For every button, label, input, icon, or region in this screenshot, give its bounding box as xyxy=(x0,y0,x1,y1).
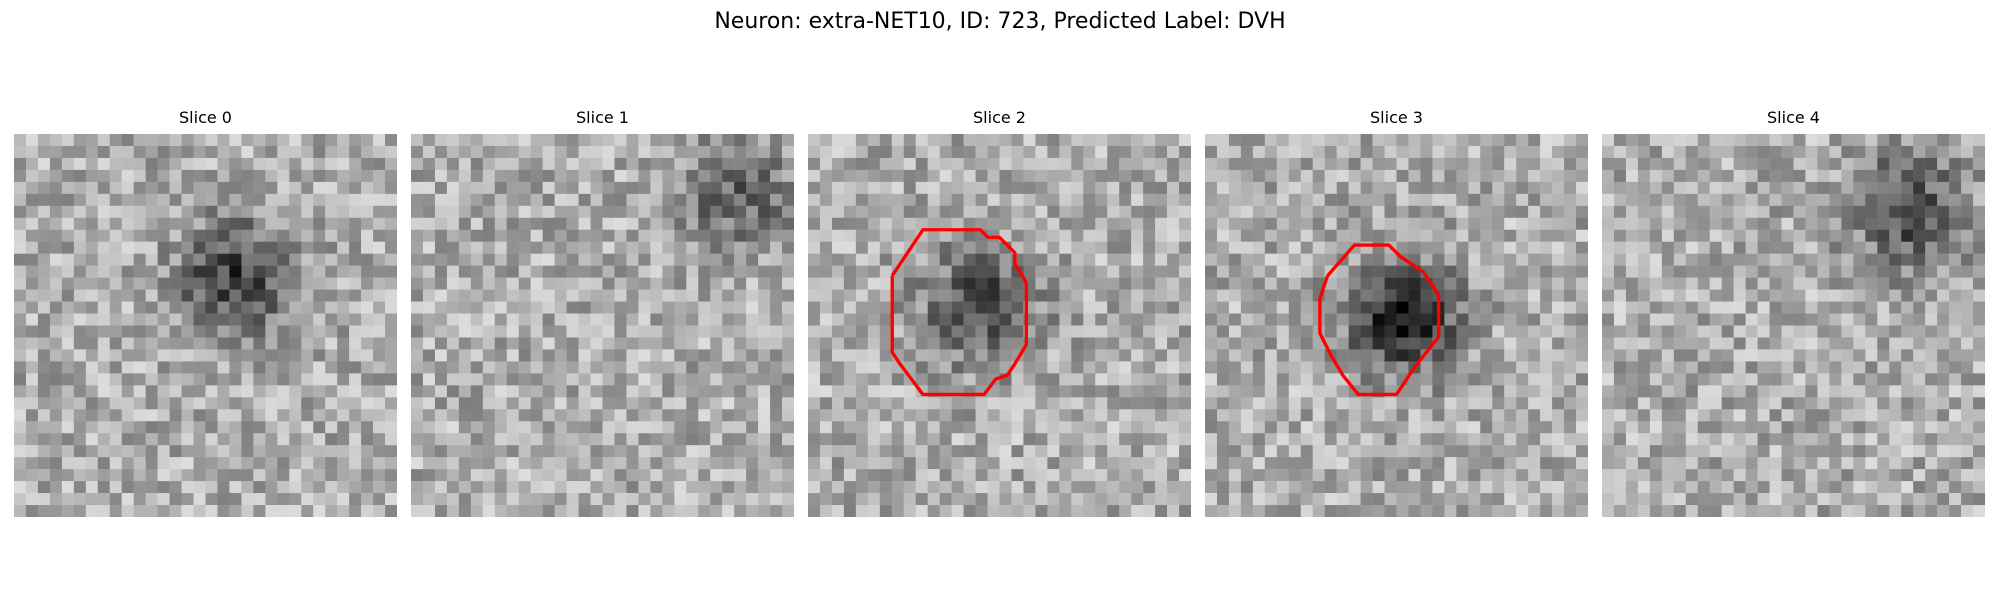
slice-panel-4: Slice 4 xyxy=(1602,108,1985,517)
figure-title: Neuron: extra-NET10, ID: 723, Predicted … xyxy=(714,9,1286,34)
slice-image-1 xyxy=(411,134,794,517)
slice-panel-1: Slice 1 xyxy=(411,108,794,517)
slice-image-3 xyxy=(1205,134,1588,517)
segmentation-contour xyxy=(890,228,1028,397)
slice-title-1: Slice 1 xyxy=(576,108,629,127)
segmentation-contour xyxy=(1318,243,1441,397)
slice-image-2 xyxy=(808,134,1191,517)
slice-image-0 xyxy=(14,134,397,517)
slice-panel-3: Slice 3 xyxy=(1205,108,1588,517)
slice-title-2: Slice 2 xyxy=(973,108,1026,127)
slice-image-4 xyxy=(1602,134,1985,517)
slice-panel-0: Slice 0 xyxy=(14,108,397,517)
slice-title-4: Slice 4 xyxy=(1767,108,1820,127)
slice-panel-2: Slice 2 xyxy=(808,108,1191,517)
slice-title-3: Slice 3 xyxy=(1370,108,1423,127)
slice-title-0: Slice 0 xyxy=(179,108,232,127)
